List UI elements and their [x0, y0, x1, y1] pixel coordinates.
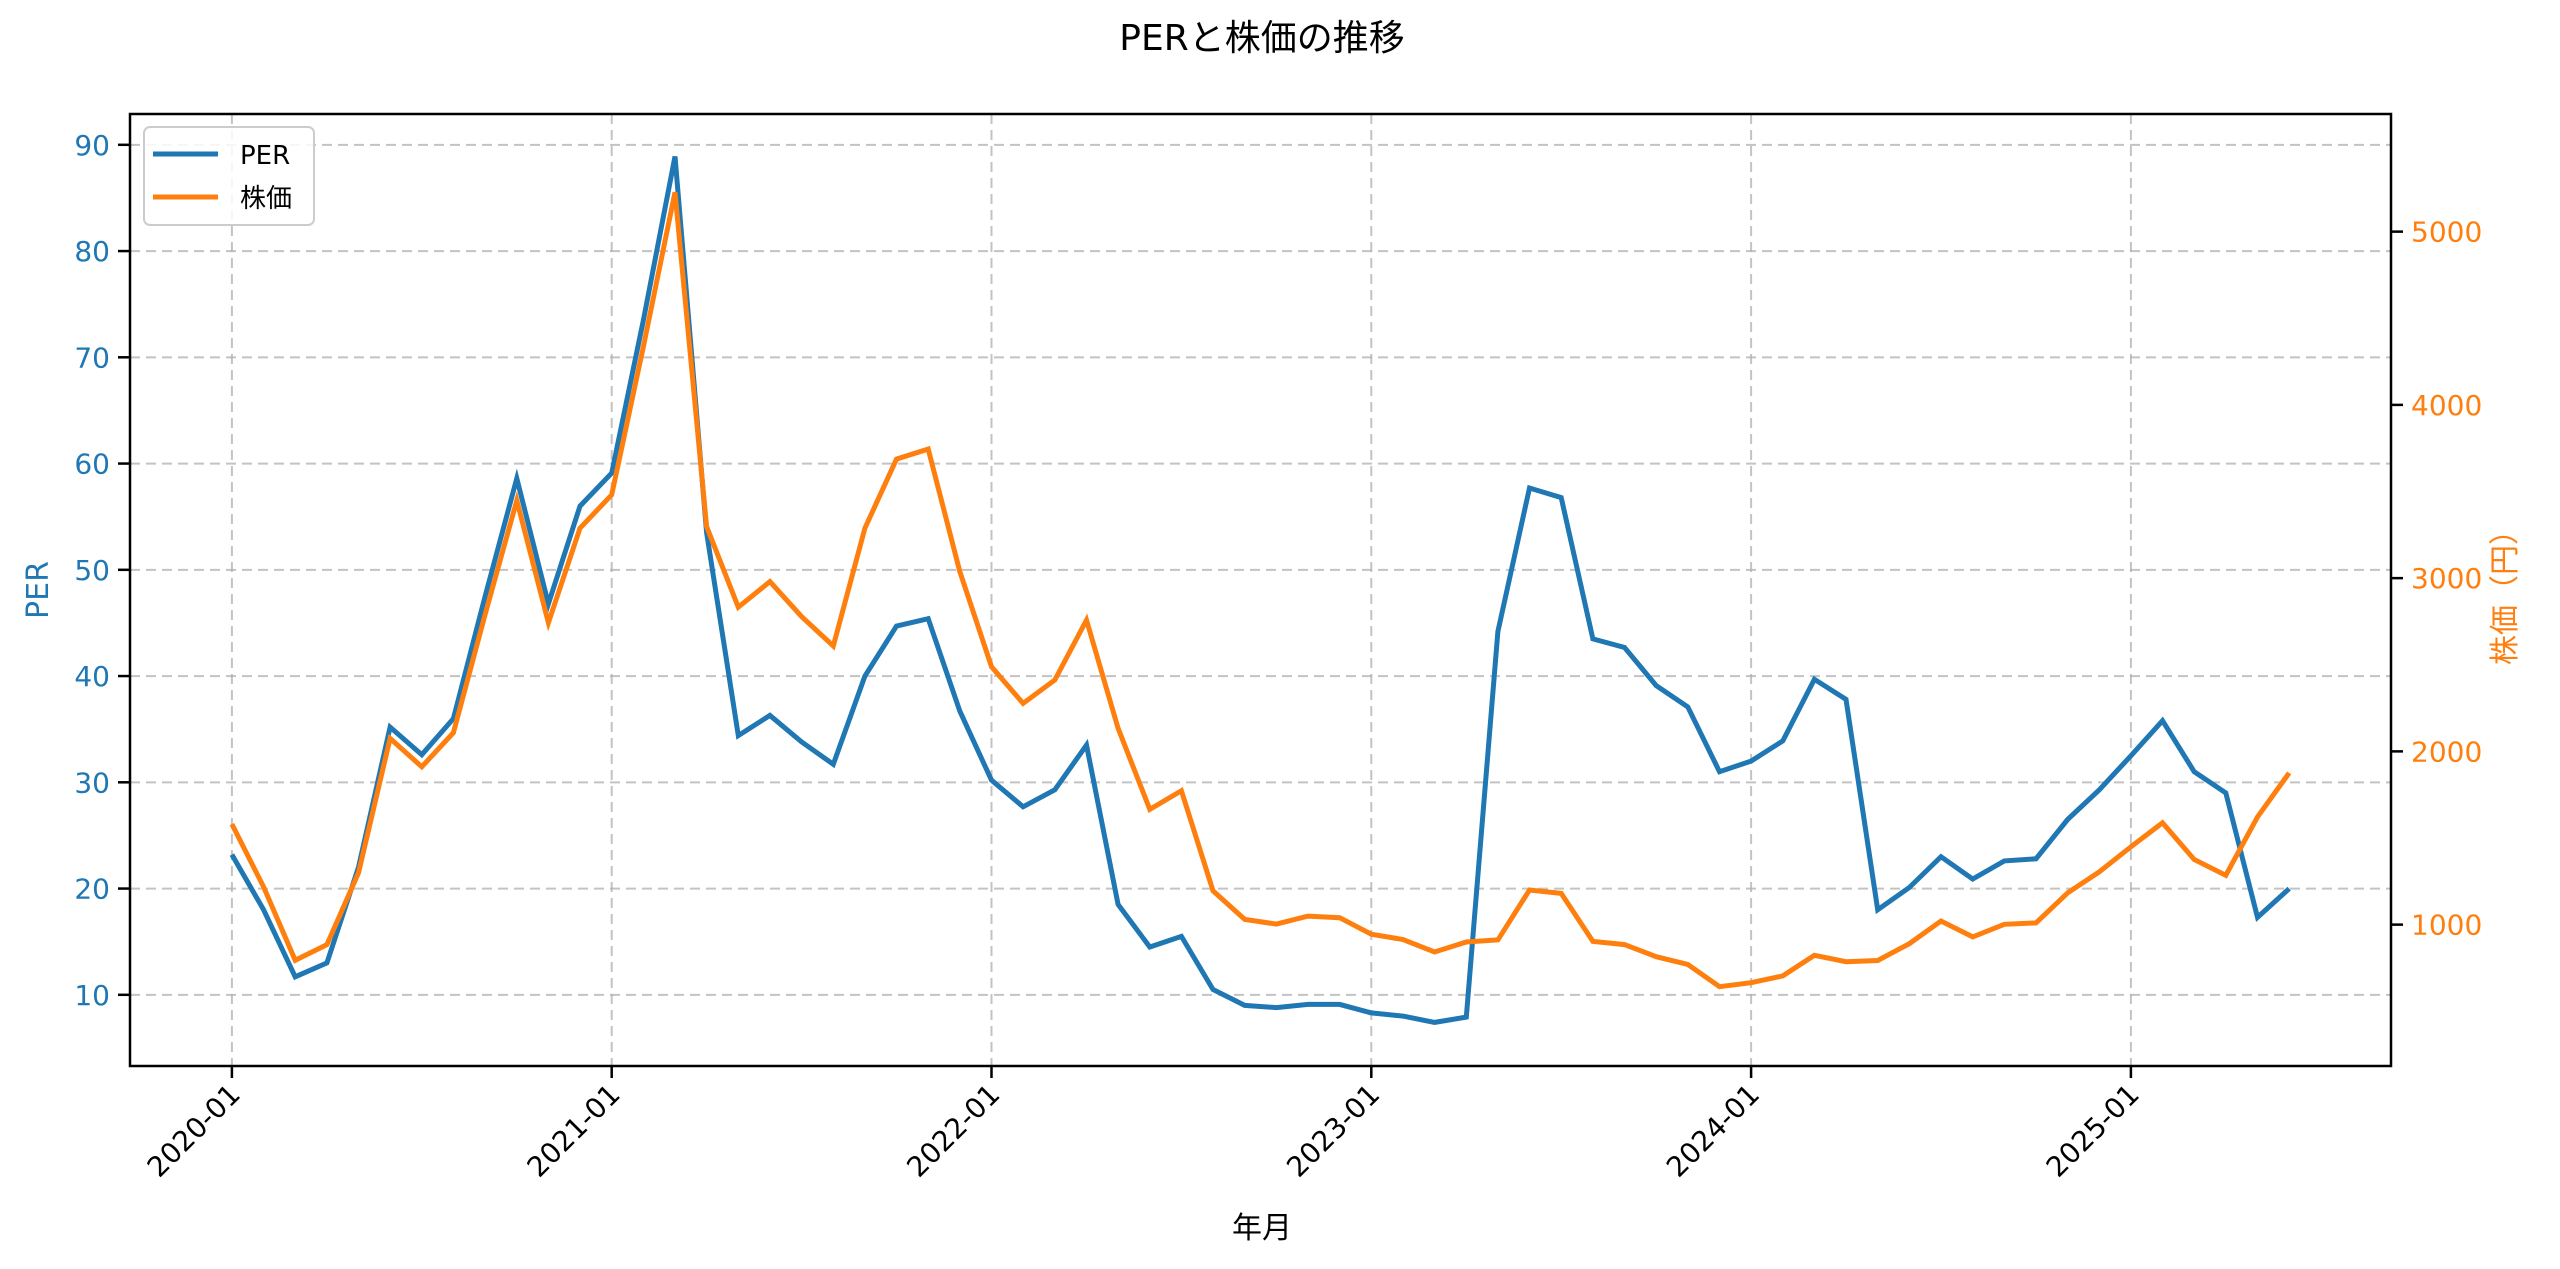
per-line — [229, 156, 2291, 1025]
x-tick-label: 2023-01 — [1280, 1078, 1386, 1184]
right-tick-label: 3000 — [2411, 562, 2482, 595]
left-tick-label: 80 — [74, 235, 110, 268]
legend-price-label: 株価 — [240, 184, 292, 214]
legend-per-label: PER — [240, 141, 290, 171]
left-tick-label: 40 — [74, 660, 110, 693]
right-tick-label: 1000 — [2411, 909, 2482, 942]
left-tick-label: 30 — [74, 766, 110, 799]
right-tick-label: 2000 — [2411, 735, 2482, 768]
gridlines — [130, 114, 2391, 1066]
x-tick-label: 2025-01 — [2040, 1078, 2146, 1184]
left-axis-label: PER — [21, 561, 56, 619]
x-tick-label: 2020-01 — [141, 1078, 247, 1184]
left-tick-label: 50 — [74, 554, 110, 587]
left-y-axis: 10 20 30 40 50 60 70 80 90 — [74, 129, 130, 1012]
price-line — [229, 191, 2292, 990]
left-tick-label: 10 — [74, 979, 110, 1012]
right-tick-label: 4000 — [2411, 389, 2482, 422]
left-tick-label: 70 — [74, 341, 110, 374]
x-tick-label: 2021-01 — [521, 1078, 627, 1184]
plot-series — [229, 156, 2292, 1025]
x-axis: 2020-01 2021-01 2022-01 2023-01 2024-01 2025-… — [141, 1066, 2146, 1184]
x-axis-label: 年月 — [1232, 1211, 1292, 1246]
chart-title: PERと株価の推移 — [1119, 18, 1404, 59]
x-tick-label: 2024-01 — [1660, 1078, 1766, 1184]
x-tick-label: 2022-01 — [900, 1078, 1006, 1184]
right-axis-label: 株価（円） — [2488, 515, 2523, 665]
plot-frame — [128, 112, 2393, 1068]
left-tick-label: 60 — [74, 448, 110, 481]
legend: PER 株価 — [143, 126, 315, 226]
right-tick-label: 5000 — [2411, 216, 2482, 249]
left-tick-label: 90 — [74, 129, 110, 162]
right-y-axis: 1000 2000 3000 4000 5000 — [2391, 216, 2482, 942]
left-tick-label: 20 — [74, 873, 110, 906]
